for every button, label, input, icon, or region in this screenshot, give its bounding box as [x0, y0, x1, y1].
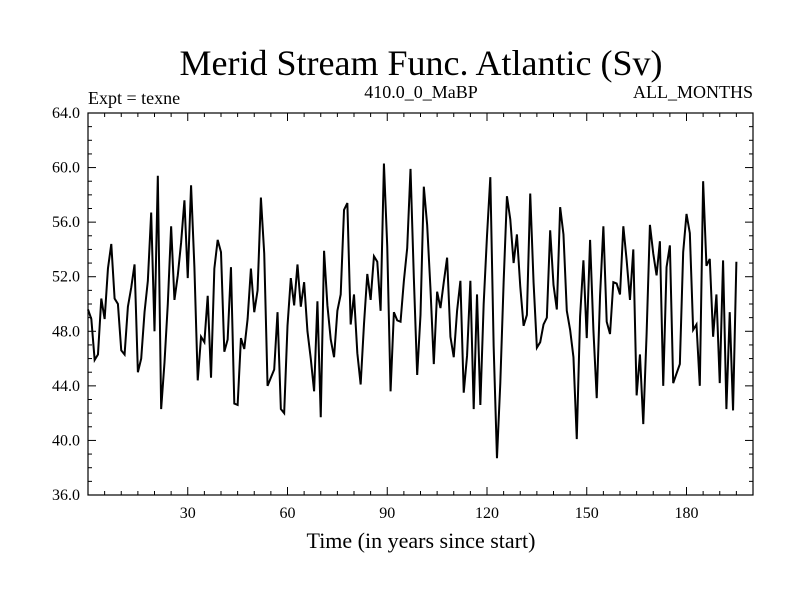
series-line-merid-stream-func — [87, 163, 738, 459]
y-axis: 36.0 40.0 44.0 48.0 52.0 56.0 60.0 64.0 — [52, 105, 753, 504]
x-tick-label: 180 — [675, 505, 699, 522]
y-tick-label: 40.0 — [52, 432, 80, 449]
y-tick-label: 64.0 — [52, 105, 80, 122]
experiment-label: Expt = texne — [88, 88, 180, 108]
y-tick-label: 56.0 — [52, 214, 80, 231]
x-tick-label: 120 — [475, 505, 499, 522]
y-tick-label: 44.0 — [52, 378, 80, 395]
y-tick-label: 48.0 — [52, 323, 80, 340]
y-tick-label: 52.0 — [52, 269, 80, 286]
x-tick-label: 150 — [575, 505, 599, 522]
x-axis-label: Time (in years since start) — [307, 528, 536, 553]
x-tick-label: 30 — [180, 505, 196, 522]
x-tick-label: 60 — [280, 505, 296, 522]
x-tick-label: 90 — [379, 505, 395, 522]
chart-title: Merid Stream Func. Atlantic (Sv) — [180, 43, 663, 83]
months-label: ALL_MONTHS — [633, 82, 753, 102]
period-label: 410.0_0_MaBP — [364, 82, 478, 102]
plot-frame — [87, 112, 754, 496]
x-axis: 30 60 90 120 150 180 — [104, 113, 737, 522]
y-tick-label: 36.0 — [52, 487, 80, 504]
y-tick-label: 60.0 — [52, 160, 80, 177]
